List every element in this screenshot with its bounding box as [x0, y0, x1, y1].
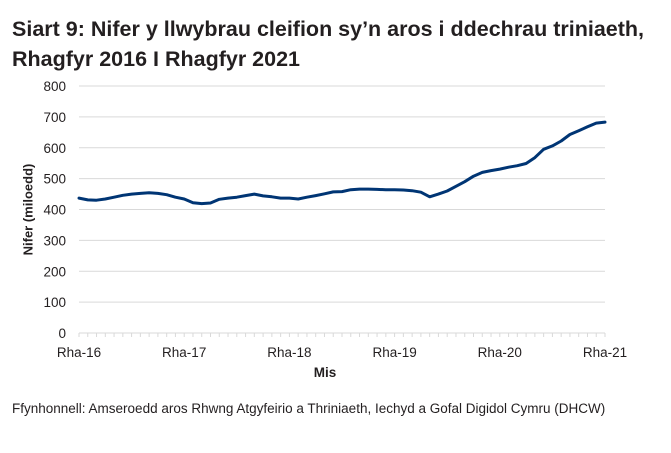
chart-title: Siart 9: Nifer y llwybrau cleifion sy’n … — [12, 17, 645, 71]
source-note: Ffynhonnell: Amseroedd aros Rhwng Atgyfe… — [12, 401, 606, 416]
x-axis-tick-labels: Rha-16 Rha-17 Rha-18 Rha-19 Rha-20 Rha-21 — [57, 345, 627, 360]
y-tick-label: 700 — [43, 110, 66, 125]
x-tick-label: Rha-19 — [372, 345, 416, 360]
y-tick-label: 300 — [43, 233, 66, 248]
x-tick-label: Rha-18 — [267, 345, 311, 360]
y-tick-label: 400 — [43, 203, 66, 218]
y-tick-label: 500 — [43, 172, 66, 187]
y-tick-label: 0 — [58, 326, 66, 341]
y-tick-label: 100 — [43, 295, 66, 310]
series-line — [77, 120, 607, 206]
x-tick-label: Rha-17 — [162, 345, 206, 360]
x-axis-label: Mis — [313, 365, 337, 380]
x-tick-label: Rha-20 — [478, 345, 522, 360]
y-tick-label: 600 — [43, 141, 66, 156]
x-tick-label: Rha-16 — [57, 345, 101, 360]
x-tick-label: Rha-21 — [583, 345, 627, 360]
y-tick-label: 200 — [43, 264, 66, 279]
gridlines — [79, 85, 605, 303]
y-axis-label: Nifer (miloedd) — [20, 163, 36, 256]
y-tick-label: 800 — [43, 79, 66, 94]
y-axis-ticks: 0 100 200 300 400 500 600 700 800 — [43, 79, 66, 341]
x-axis — [78, 332, 606, 337]
